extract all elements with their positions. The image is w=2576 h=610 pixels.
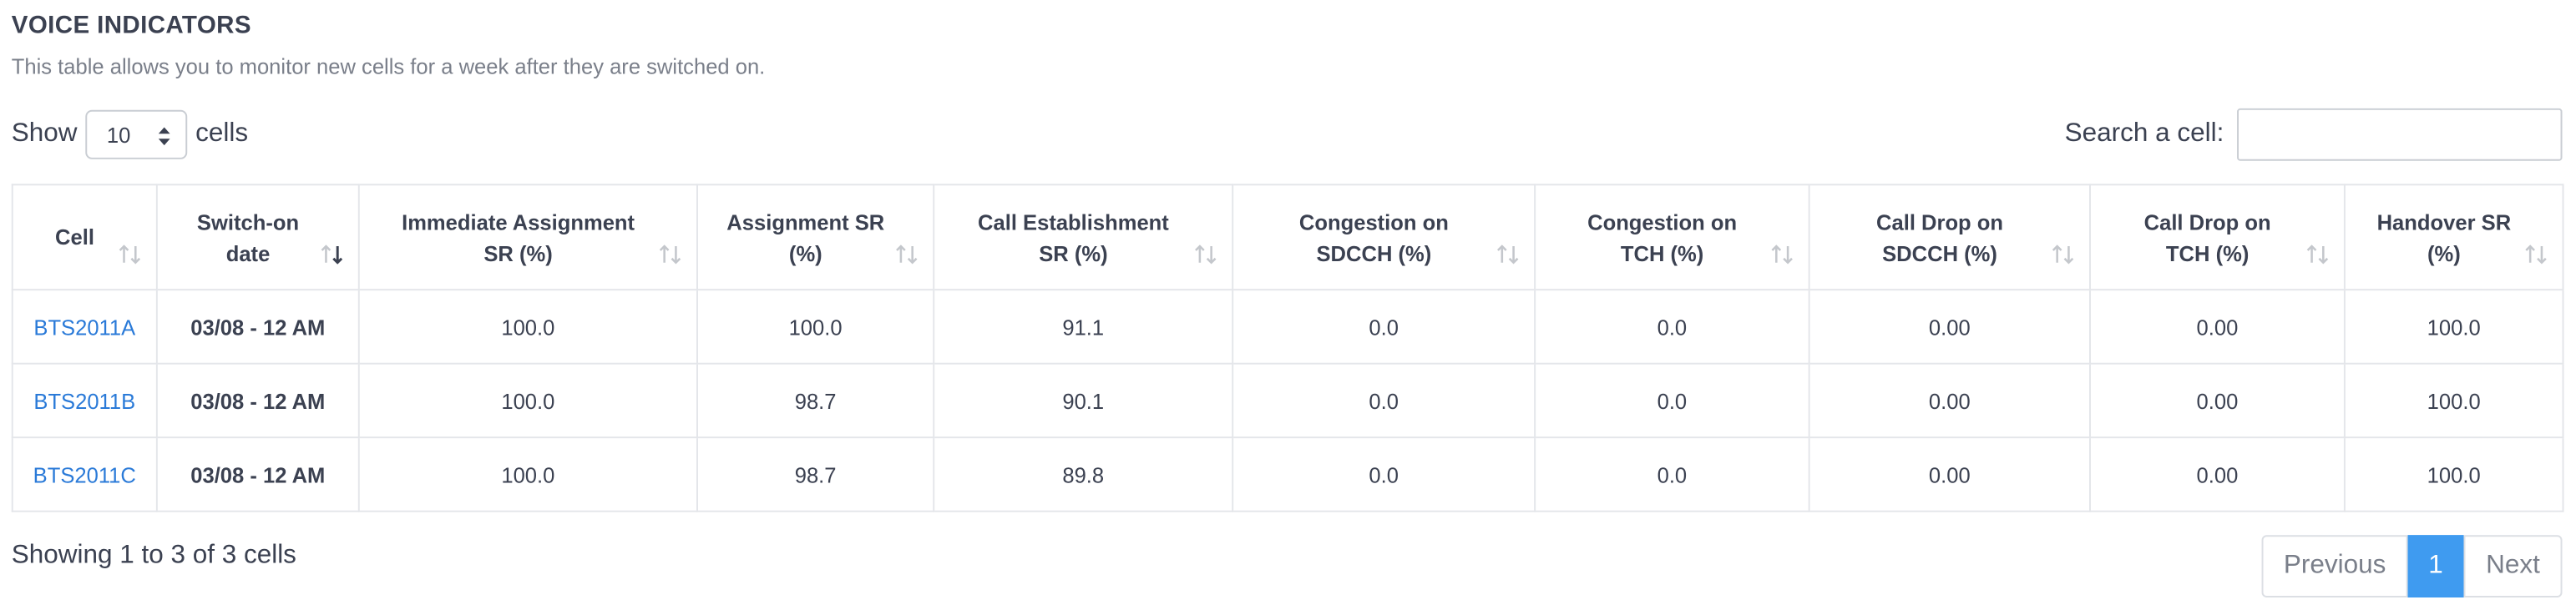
table-body: BTS2011A 03/08 - 12 AM 100.0 100.0 91.1 0.0 0.…: [11, 289, 2564, 512]
column-header-label: Congestion on: [1298, 209, 1449, 234]
column-header-label-line2: SDCCH (%): [1316, 240, 1432, 265]
cell-link[interactable]: BTS2011C: [11, 436, 158, 512]
cell-link[interactable]: BTS2011B: [11, 362, 158, 439]
column-header[interactable]: Call Drop on TCH (%): [2089, 184, 2346, 291]
column-header-label: Immediate Assignment: [402, 209, 635, 234]
switch-on-date-cell: 03/08 - 12 AM: [155, 289, 360, 365]
page-subtitle: This table allows you to monitor new cel…: [11, 53, 766, 79]
table-cell: 100.0: [357, 436, 698, 512]
page-length-value: 10: [106, 122, 131, 148]
sort-updown-icon: [659, 245, 681, 265]
column-header-label-line2: date: [225, 240, 271, 265]
column-header-label-line2: (%): [788, 240, 822, 265]
column-header-label: Call Drop on: [2143, 209, 2271, 234]
column-header-label: Switch-on: [196, 209, 300, 234]
table-cell: 0.0: [1232, 362, 1536, 439]
table-cell: 0.0: [1534, 289, 1810, 365]
table-header-row: Cell Switch-on date Immediate Assignment SR …: [11, 184, 2564, 291]
column-header[interactable]: Immediate Assignment SR (%): [357, 184, 698, 291]
column-header[interactable]: Congestion on TCH (%): [1534, 184, 1810, 291]
table-cell: 0.0: [1534, 362, 1810, 439]
table-cell: 89.8: [933, 436, 1234, 512]
column-header-label: Call Establishment: [978, 209, 1169, 234]
page-length-select[interactable]: 10: [85, 109, 188, 159]
table-cell: 98.7: [696, 436, 935, 512]
table-cell: 100.0: [696, 289, 935, 365]
search-label: Search a cell:: [2064, 119, 2224, 149]
column-header-label-line2: SR (%): [483, 240, 553, 265]
show-label: Show: [11, 119, 78, 149]
table-cell: 0.00: [1808, 289, 2091, 365]
table-cell: 100.0: [2343, 436, 2564, 512]
column-header-label: Cell: [55, 224, 94, 250]
column-header[interactable]: Assignment SR (%): [696, 184, 935, 291]
table-cell: 0.00: [2089, 362, 2346, 439]
table-cell: 0.0: [1534, 436, 1810, 512]
column-header-label-line2: TCH (%): [1620, 240, 1704, 265]
table-cell: 90.1: [933, 362, 1234, 439]
column-header-label: Handover SR: [2376, 209, 2512, 234]
column-header[interactable]: Switch-on date: [155, 184, 360, 291]
column-header-label-line2: TCH (%): [2165, 240, 2250, 265]
sort-descending-icon: [321, 245, 343, 265]
table-cell: 0.00: [1808, 436, 2091, 512]
column-header[interactable]: Call Drop on SDCCH (%): [1808, 184, 2091, 291]
next-button[interactable]: Next: [2463, 535, 2563, 597]
page-1-button[interactable]: 1: [2407, 535, 2464, 597]
sort-updown-icon: [2052, 245, 2074, 265]
switch-on-date-cell: 03/08 - 12 AM: [155, 362, 360, 439]
column-header-label-line2: (%): [2427, 240, 2461, 265]
cell-link[interactable]: BTS2011A: [11, 289, 158, 365]
sort-updown-icon: [2306, 245, 2329, 265]
table-cell: 91.1: [933, 289, 1234, 365]
table-cell: 100.0: [357, 289, 698, 365]
page-title: VOICE INDICATORS: [11, 11, 251, 40]
sort-updown-icon: [1771, 245, 1793, 265]
table-info: Showing 1 to 3 of 3 cells: [11, 542, 296, 570]
sort-updown-icon: [1195, 245, 1217, 265]
table-cell: 100.0: [2343, 289, 2564, 365]
pagination: Previous 1 Next: [2261, 535, 2563, 597]
search-control: Search a cell:: [2065, 108, 2563, 161]
column-header-label: Call Drop on: [1876, 209, 2004, 234]
table-cell: 0.00: [2089, 436, 2346, 512]
table-row: BTS2011A 03/08 - 12 AM 100.0 100.0 91.1 0.0 0.…: [11, 289, 2564, 365]
sort-updown-icon: [896, 245, 918, 265]
column-header[interactable]: Call Establishment SR (%): [933, 184, 1234, 291]
column-header-label-line2: SR (%): [1039, 240, 1108, 265]
column-header[interactable]: Cell: [11, 184, 158, 291]
table-cell: 98.7: [696, 362, 935, 439]
table-cell: 100.0: [2343, 362, 2564, 439]
column-header-label: Assignment SR: [726, 209, 885, 234]
table-cell: 0.0: [1232, 289, 1536, 365]
table-row: BTS2011B 03/08 - 12 AM 100.0 98.7 90.1 0.0 0.0…: [11, 362, 2564, 439]
indicators-table: Cell Switch-on date Immediate Assignment SR …: [11, 184, 2564, 512]
select-updown-icon: [158, 127, 170, 146]
table-cell: 0.00: [2089, 289, 2346, 365]
switch-on-date-cell: 03/08 - 12 AM: [155, 436, 360, 512]
table-row: BTS2011C 03/08 - 12 AM 100.0 98.7 89.8 0.0 0.0…: [11, 436, 2564, 512]
column-header-label: Congestion on: [1587, 209, 1738, 234]
column-header[interactable]: Handover SR (%): [2343, 184, 2564, 291]
sort-updown-icon: [2525, 245, 2547, 265]
sort-updown-icon: [119, 245, 141, 265]
column-header-label-line2: SDCCH (%): [1882, 240, 1997, 265]
sort-updown-icon: [1496, 245, 1519, 265]
search-input[interactable]: [2237, 108, 2563, 161]
page-length-control: Show 10 cells: [12, 108, 248, 161]
cells-label: cells: [195, 119, 249, 149]
table-cell: 100.0: [357, 362, 698, 439]
table-cell: 0.00: [1808, 362, 2091, 439]
previous-button[interactable]: Previous: [2261, 535, 2408, 597]
column-header[interactable]: Congestion on SDCCH (%): [1232, 184, 1536, 291]
table-cell: 0.0: [1232, 436, 1536, 512]
